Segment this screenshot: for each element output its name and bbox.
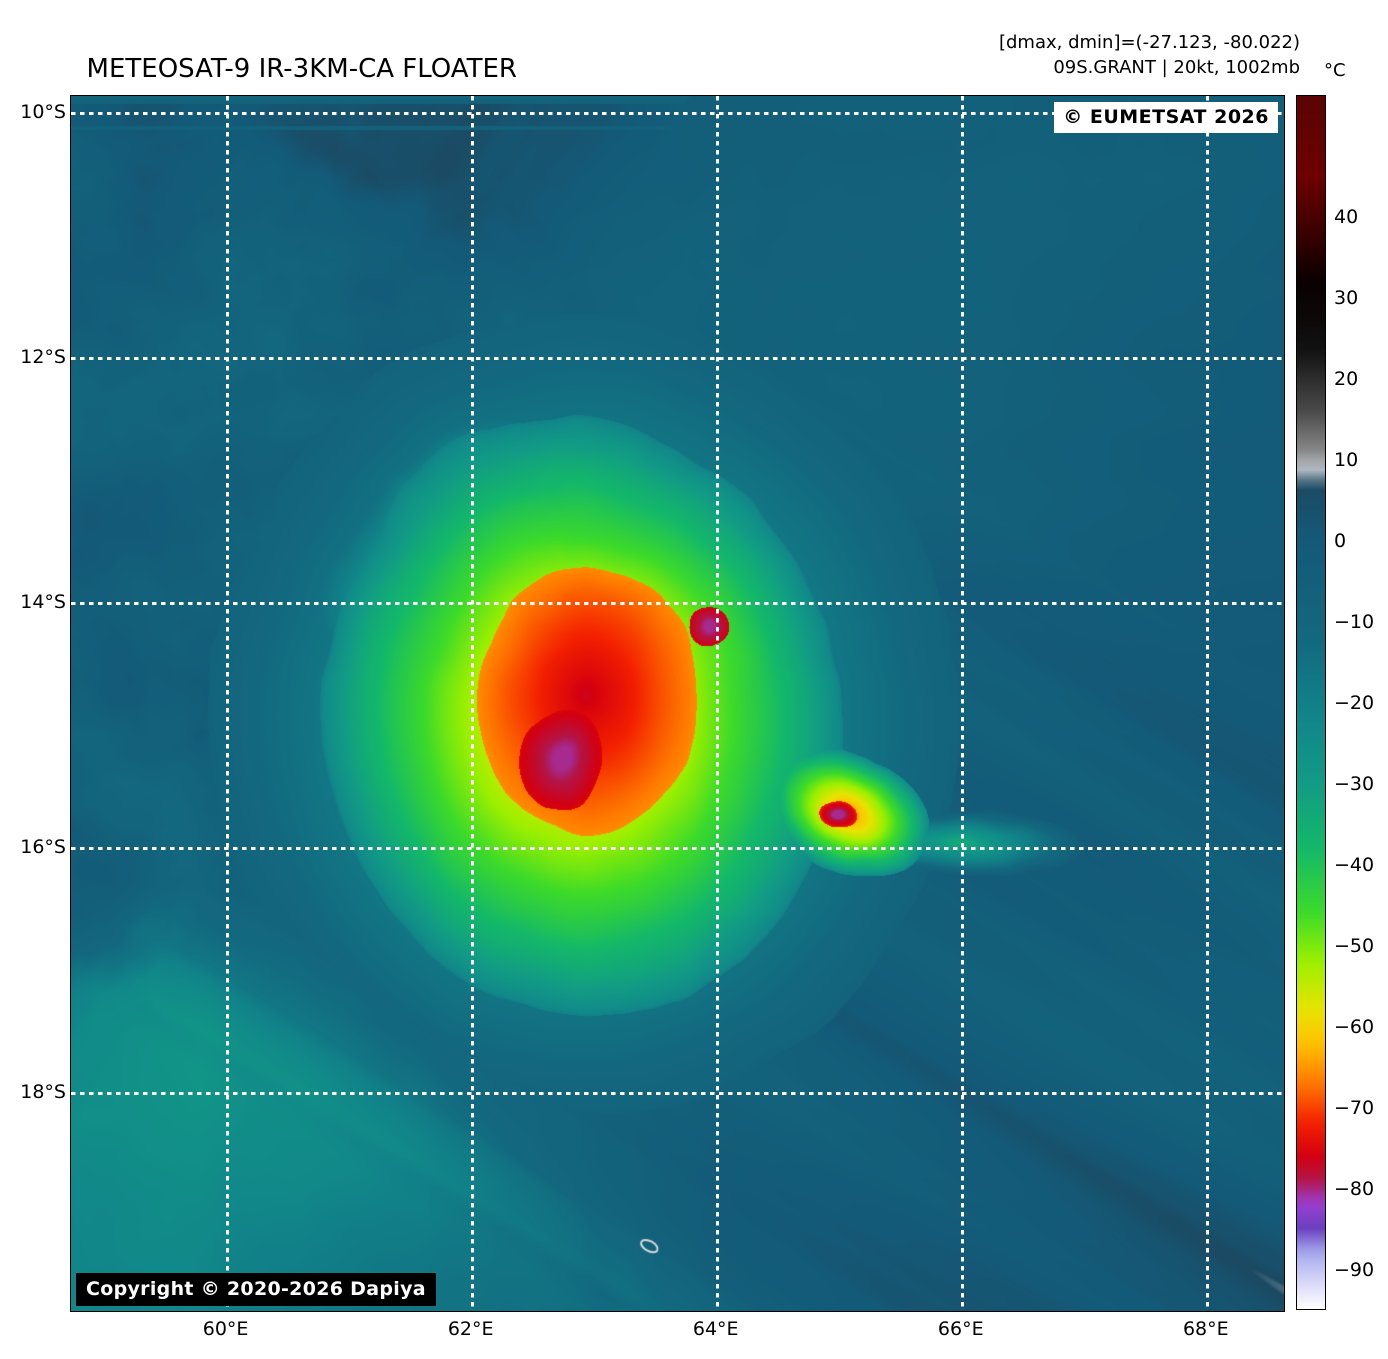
temperature-colorbar [1296, 95, 1326, 1310]
colorbar-tick-label: −10 [1334, 610, 1375, 633]
colorbar-unit-label: °C [1324, 60, 1346, 81]
lon-tick-label: 68°E [1182, 1318, 1229, 1340]
colorbar-tick-label: −90 [1334, 1258, 1375, 1281]
colorbar-tick-label: −70 [1334, 1096, 1375, 1119]
lon-tick-label: 62°E [447, 1318, 494, 1340]
colorbar-tick-label: −30 [1334, 772, 1375, 795]
storm-readout: 09S.GRANT | 20kt, 1002mb [1053, 57, 1300, 78]
satellite-imagery-canvas [71, 96, 1284, 1311]
lat-tick-label: 14°S [20, 591, 66, 614]
colorbar-tick-label: −80 [1334, 1177, 1375, 1200]
colorbar-tick-label: −40 [1334, 853, 1375, 876]
lat-tick-label: 12°S [20, 346, 66, 369]
lat-tick-label: 18°S [20, 1080, 66, 1103]
colorbar-tick-label: 10 [1334, 448, 1359, 471]
satellite-image-plot: © EUMETSAT 2026 Copyright © 2020-2026 Da… [70, 95, 1285, 1312]
colorbar-tick-label: 0 [1334, 529, 1347, 552]
dmax-dmin-readout: [dmax, dmin]=(-27.123, -80.022) [998, 32, 1300, 53]
dapiya-copyright-banner: Copyright © 2020-2026 Dapiya [76, 1273, 436, 1306]
metadata-block: [dmax, dmin]=(-27.123, -80.022) 09S.GRAN… [999, 30, 1300, 80]
eumetsat-copyright-banner: © EUMETSAT 2026 [1054, 102, 1278, 133]
colorbar-tick-label: 20 [1334, 367, 1359, 390]
colorbar-tick-label: −20 [1334, 691, 1375, 714]
title-line-1: METEOSAT-9 IR-3KM-CA FLOATER [86, 54, 517, 84]
colorbar-gradient [1297, 96, 1325, 1309]
colorbar-tick-label: −60 [1334, 1015, 1375, 1038]
lat-tick-label: 16°S [20, 836, 66, 859]
lat-tick-label: 10°S [20, 101, 66, 124]
colorbar-tick-label: −50 [1334, 934, 1375, 957]
colorbar-tick-label: 40 [1334, 205, 1359, 228]
colorbar-tick-label: 30 [1334, 286, 1359, 309]
lon-tick-label: 64°E [692, 1318, 739, 1340]
lon-tick-label: 66°E [937, 1318, 984, 1340]
lon-tick-label: 60°E [202, 1318, 249, 1340]
